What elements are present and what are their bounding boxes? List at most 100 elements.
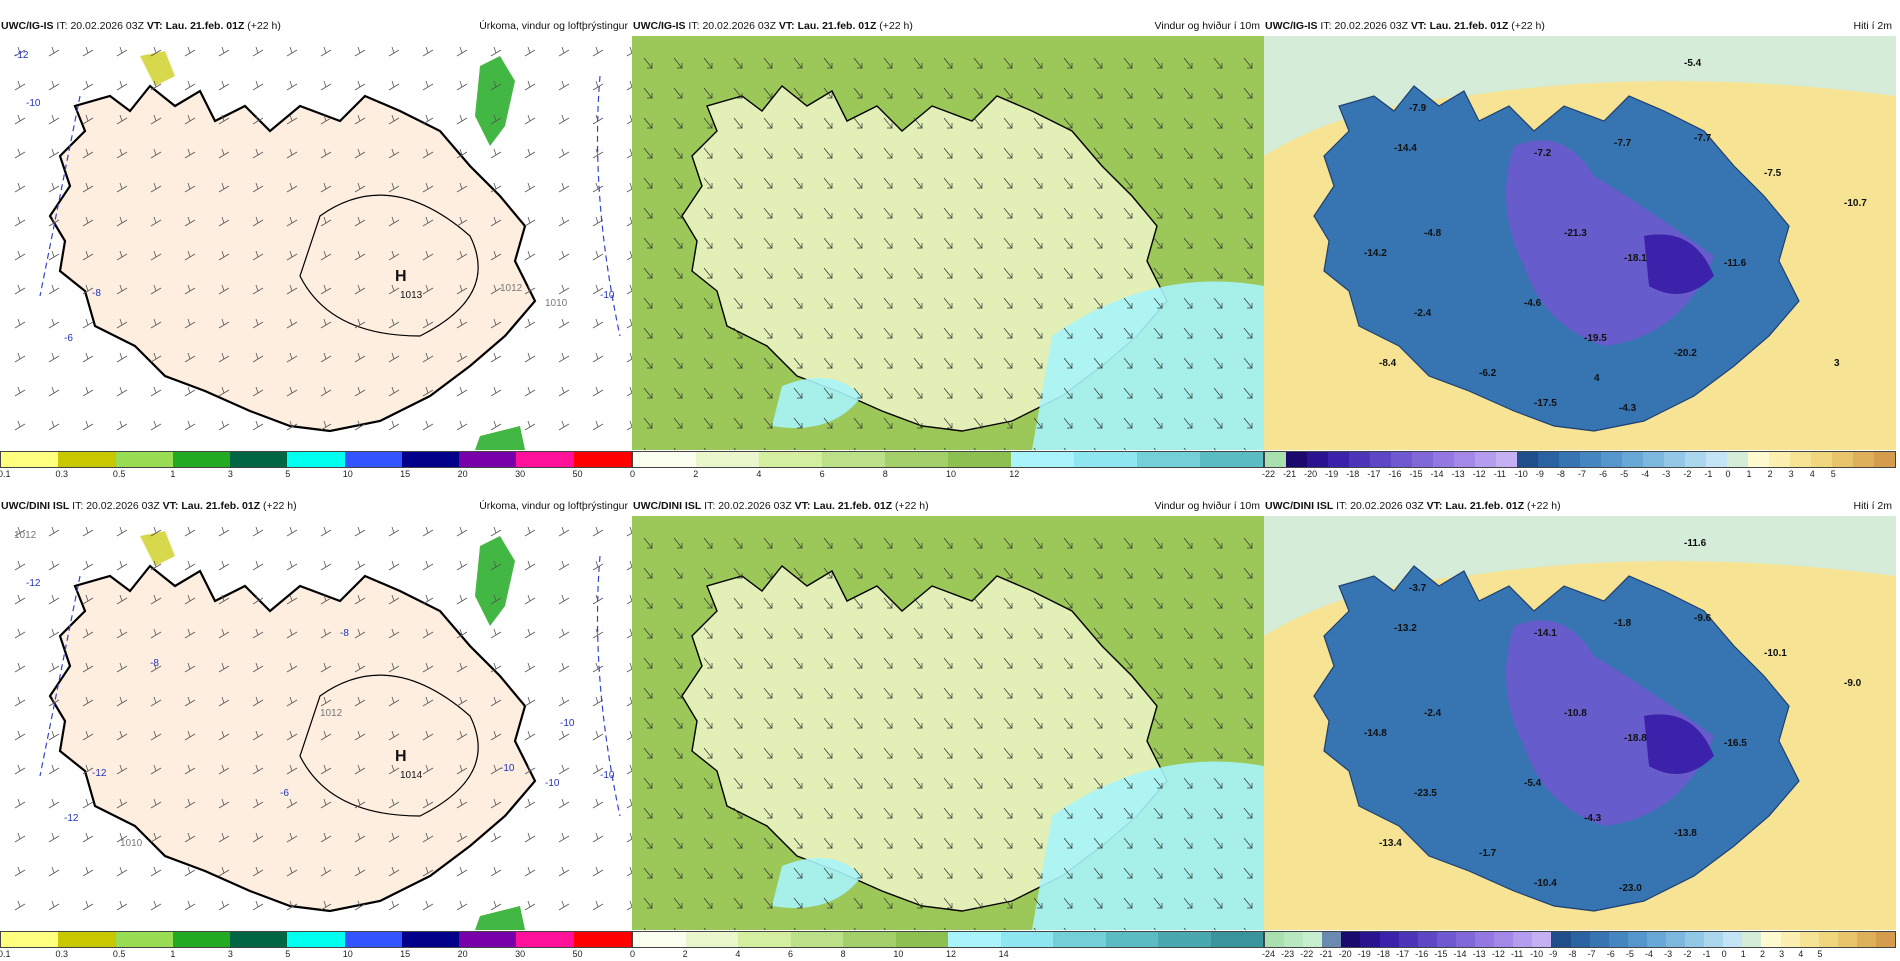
colorbar-swatch bbox=[1727, 452, 1748, 467]
map-label: -12 bbox=[92, 768, 107, 779]
colorbar-swatch bbox=[1818, 932, 1838, 947]
wind-area bbox=[1032, 761, 1264, 930]
colorbar-swatch bbox=[1475, 932, 1495, 947]
valid-time: Lau. 21.feb. 01Z bbox=[797, 20, 877, 32]
colorbar-swatch bbox=[573, 452, 631, 467]
colorbar-tick-label: -3 bbox=[1664, 949, 1673, 959]
map-label: -10 bbox=[545, 778, 560, 789]
colorbar-swatch bbox=[1706, 452, 1727, 467]
colorbar-tick-label: 4 bbox=[756, 469, 762, 479]
colorbar-labels: 0 2 4 6 8 10 12 14 bbox=[630, 949, 1264, 961]
map-label: -9.6 bbox=[1694, 613, 1712, 624]
colorbar-swatch bbox=[1704, 932, 1724, 947]
colorbar-swatch bbox=[948, 932, 1001, 947]
map-label: 3 bbox=[1834, 358, 1840, 369]
colorbar-tick-label: -10 bbox=[1514, 469, 1528, 479]
map-label: -7.2 bbox=[1534, 148, 1552, 159]
colorbar-tick-label: -4 bbox=[1641, 469, 1650, 479]
colorbar-tick-label: 5 bbox=[285, 949, 291, 959]
colorbar-labels: 0 2 4 6 8 10 12 bbox=[630, 469, 1264, 481]
lead-time: (+22 h) bbox=[247, 20, 281, 32]
precip-panel-igis: UWC/IG-IS IT: 20.02.2026 03Z VT: Lau. 21… bbox=[0, 18, 632, 483]
colorbar-swatch bbox=[790, 932, 843, 947]
colorbar-swatch bbox=[685, 932, 738, 947]
colorbar-tick-label: -15 bbox=[1409, 469, 1423, 479]
colorbar-swatch bbox=[1685, 932, 1705, 947]
colorbar-tick-label: -13 bbox=[1472, 949, 1486, 959]
colorbar-tick-label: 2 bbox=[1759, 949, 1765, 959]
colorbar-tick-label: 50 bbox=[572, 949, 583, 959]
colorbar-tick-label: -14 bbox=[1453, 949, 1467, 959]
precip-area bbox=[475, 426, 525, 450]
panel-header: UWC/IG-IS IT: 20.02.2026 03Z VT: Lau. 21… bbox=[0, 18, 632, 34]
colorbar-tick-label: 10 bbox=[946, 469, 957, 479]
colorbar-tick-label: -8 bbox=[1556, 469, 1565, 479]
lead-time: (+22 h) bbox=[879, 20, 913, 32]
colorbar-swatch bbox=[287, 452, 345, 467]
map-label: -12 bbox=[26, 578, 41, 589]
colorbar-swatch bbox=[1210, 932, 1263, 947]
vt-label: VT: bbox=[778, 20, 795, 32]
colorbar-swatch bbox=[1559, 452, 1580, 467]
colorbar bbox=[1264, 451, 1896, 468]
map-label: 1012 bbox=[320, 708, 343, 719]
map-label: -14.4 bbox=[1394, 143, 1417, 154]
panel-title: Vindur og hviður í 10m bbox=[1154, 500, 1260, 512]
colorbar-swatch bbox=[516, 932, 574, 947]
colorbar-labels: 0.1 0.3 0.5 1 3 5 10 15 20 30 50 bbox=[0, 469, 632, 481]
colorbar-swatch bbox=[1053, 932, 1106, 947]
panel-header: UWC/IG-IS IT: 20.02.2026 03Z VT: Lau. 21… bbox=[1264, 18, 1896, 34]
init-time: 20.02.2026 03Z bbox=[86, 500, 160, 512]
panel-title: Úrkoma, vindur og loftþrýstingur bbox=[479, 500, 628, 512]
colorbar bbox=[632, 451, 1264, 468]
colorbar-swatch bbox=[1570, 932, 1590, 947]
lead-time: (+22 h) bbox=[263, 500, 297, 512]
map-label: -4.3 bbox=[1619, 403, 1637, 414]
colorbar-tick-label: 2 bbox=[693, 469, 699, 479]
map-label: -18.8 bbox=[1624, 733, 1647, 744]
colorbar-tick-label: -21 bbox=[1283, 469, 1297, 479]
temp-panel-dini: UWC/DINI ISL IT: 20.02.2026 03Z VT: Lau.… bbox=[1262, 498, 1896, 959]
precip-area bbox=[140, 531, 175, 566]
colorbar-tick-label: -14 bbox=[1430, 469, 1444, 479]
wind-area bbox=[772, 858, 862, 908]
cold-sea bbox=[1264, 516, 1896, 636]
colorbar bbox=[0, 931, 632, 948]
colorbar-tick-label: 10 bbox=[342, 469, 353, 479]
colorbar-tick-label: -9 bbox=[1549, 949, 1558, 959]
map-label: -7.9 bbox=[1409, 103, 1427, 114]
colorbar-tick-label: -6 bbox=[1606, 949, 1615, 959]
colorbar-swatch bbox=[1799, 932, 1819, 947]
it-label: IT: bbox=[688, 20, 700, 32]
valid-time: Lau. 21.feb. 01Z bbox=[813, 500, 893, 512]
model-name: UWC/IG-IS bbox=[1265, 20, 1318, 32]
colorbar-tick-label: 15 bbox=[400, 469, 411, 479]
colorbar bbox=[632, 931, 1264, 948]
map-label: -10 bbox=[26, 98, 41, 109]
colorbar-swatch bbox=[1837, 932, 1857, 947]
colorbar-swatch bbox=[58, 932, 116, 947]
colorbar-swatch bbox=[1601, 452, 1622, 467]
colorbar-tick-label: -6 bbox=[1599, 469, 1608, 479]
colorbar-tick-label: 10 bbox=[342, 949, 353, 959]
colorbar-tick-label: 1 bbox=[170, 949, 176, 959]
colorbar-tick-label: -1 bbox=[1702, 949, 1711, 959]
colorbar-tick-label: 4 bbox=[735, 949, 741, 959]
map-label: -18.1 bbox=[1624, 253, 1647, 264]
it-label: IT: bbox=[1320, 20, 1332, 32]
temp-panel-igis: UWC/IG-IS IT: 20.02.2026 03Z VT: Lau. 21… bbox=[1262, 18, 1896, 483]
cold-area bbox=[1644, 234, 1714, 294]
colorbar-swatch bbox=[1265, 452, 1286, 467]
map-label: -5.4 bbox=[1524, 778, 1542, 789]
map-label: -13.8 bbox=[1674, 828, 1697, 839]
colorbar-swatch bbox=[1769, 452, 1790, 467]
valid-time: Lau. 21.feb. 01Z bbox=[1429, 20, 1509, 32]
colorbar-swatch bbox=[1105, 932, 1158, 947]
map-label: -4.6 bbox=[1524, 298, 1542, 309]
vt-label: VT: bbox=[162, 500, 179, 512]
colorbar-swatch bbox=[1, 932, 59, 947]
map-svg: -5.4 -7.9 -14.4 -7.2 -7.7 -7.7 -7.5 -10.7 -21.3 -… bbox=[1264, 36, 1896, 450]
lead-time: (+22 h) bbox=[895, 500, 929, 512]
colorbar-swatch bbox=[696, 452, 759, 467]
precip-area bbox=[140, 51, 175, 86]
